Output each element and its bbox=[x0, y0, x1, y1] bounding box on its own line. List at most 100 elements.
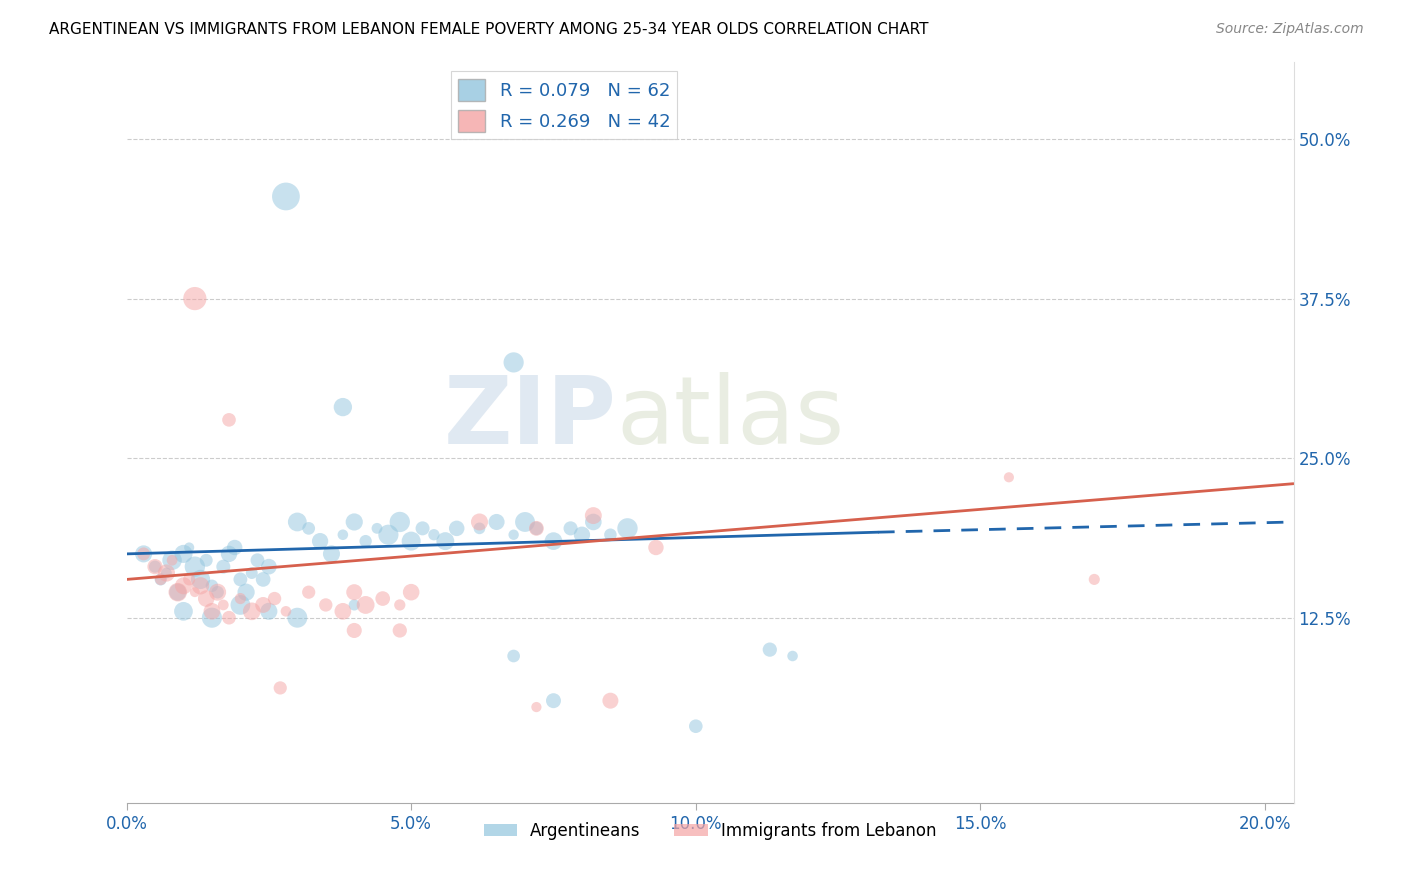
Point bbox=[526, 700, 548, 714]
Point bbox=[582, 508, 605, 523]
Point bbox=[315, 598, 337, 612]
Point bbox=[343, 624, 366, 638]
Point bbox=[645, 541, 668, 555]
Point bbox=[582, 515, 605, 529]
Point bbox=[526, 521, 548, 535]
Point bbox=[298, 585, 321, 599]
Point bbox=[560, 521, 582, 535]
Point bbox=[998, 470, 1021, 484]
Point bbox=[257, 559, 280, 574]
Point bbox=[212, 559, 235, 574]
Text: Source: ZipAtlas.com: Source: ZipAtlas.com bbox=[1216, 22, 1364, 37]
Point bbox=[218, 611, 240, 625]
Point bbox=[143, 559, 166, 574]
Point bbox=[468, 515, 491, 529]
Point bbox=[332, 400, 354, 414]
Point bbox=[257, 604, 280, 618]
Point bbox=[218, 547, 240, 561]
Point bbox=[195, 553, 218, 567]
Point bbox=[759, 642, 782, 657]
Point bbox=[252, 573, 274, 587]
Point bbox=[252, 598, 274, 612]
Point bbox=[434, 534, 457, 549]
Point bbox=[388, 515, 411, 529]
Point bbox=[229, 591, 252, 606]
Point bbox=[235, 585, 257, 599]
Point bbox=[468, 521, 491, 535]
Point bbox=[388, 624, 411, 638]
Point bbox=[485, 515, 508, 529]
Point bbox=[172, 547, 194, 561]
Text: ARGENTINEAN VS IMMIGRANTS FROM LEBANON FEMALE POVERTY AMONG 25-34 YEAR OLDS CORR: ARGENTINEAN VS IMMIGRANTS FROM LEBANON F… bbox=[49, 22, 929, 37]
Point bbox=[502, 648, 524, 663]
Point bbox=[201, 579, 224, 593]
Point bbox=[343, 585, 366, 599]
Point bbox=[166, 585, 188, 599]
Point bbox=[224, 541, 246, 555]
Point bbox=[184, 292, 207, 306]
Point bbox=[343, 515, 366, 529]
Text: atlas: atlas bbox=[617, 372, 845, 464]
Point bbox=[179, 573, 201, 587]
Point bbox=[1083, 573, 1105, 587]
Point bbox=[149, 573, 172, 587]
Point bbox=[207, 585, 229, 599]
Point bbox=[246, 553, 269, 567]
Point bbox=[195, 591, 218, 606]
Text: ZIP: ZIP bbox=[444, 372, 617, 464]
Point bbox=[399, 585, 422, 599]
Point bbox=[160, 553, 183, 567]
Point bbox=[184, 585, 207, 599]
Point bbox=[685, 719, 707, 733]
Point bbox=[543, 534, 565, 549]
Point bbox=[543, 694, 565, 708]
Point bbox=[354, 534, 377, 549]
Point bbox=[412, 521, 434, 535]
Point bbox=[366, 521, 388, 535]
Point bbox=[388, 598, 411, 612]
Point bbox=[269, 681, 291, 695]
Point bbox=[274, 189, 297, 203]
Point bbox=[513, 515, 536, 529]
Point bbox=[332, 604, 354, 618]
Point bbox=[229, 573, 252, 587]
Point bbox=[285, 515, 308, 529]
Point bbox=[240, 566, 263, 580]
Point bbox=[132, 547, 155, 561]
Point bbox=[616, 521, 638, 535]
Point bbox=[201, 604, 224, 618]
Point bbox=[143, 559, 166, 574]
Point bbox=[332, 527, 354, 541]
Point bbox=[172, 604, 194, 618]
Point bbox=[263, 591, 285, 606]
Point bbox=[526, 521, 548, 535]
Point bbox=[179, 541, 201, 555]
Point bbox=[343, 598, 366, 612]
Point bbox=[446, 521, 468, 535]
Point bbox=[599, 694, 621, 708]
Point bbox=[229, 598, 252, 612]
Point bbox=[371, 591, 394, 606]
Point bbox=[399, 534, 422, 549]
Point bbox=[160, 553, 183, 567]
Point bbox=[571, 527, 593, 541]
Point bbox=[298, 521, 321, 535]
Point bbox=[309, 534, 332, 549]
Point bbox=[377, 527, 399, 541]
Point bbox=[321, 547, 343, 561]
Point bbox=[172, 579, 194, 593]
Point bbox=[155, 566, 177, 580]
Point bbox=[132, 547, 155, 561]
Point bbox=[218, 413, 240, 427]
Point bbox=[155, 566, 177, 580]
Point bbox=[240, 604, 263, 618]
Point bbox=[502, 355, 524, 369]
Point bbox=[274, 604, 297, 618]
Point bbox=[149, 573, 172, 587]
Point bbox=[599, 527, 621, 541]
Point bbox=[190, 579, 212, 593]
Legend: Argentineans, Immigrants from Lebanon: Argentineans, Immigrants from Lebanon bbox=[477, 815, 943, 847]
Point bbox=[502, 527, 524, 541]
Point bbox=[212, 598, 235, 612]
Point bbox=[201, 611, 224, 625]
